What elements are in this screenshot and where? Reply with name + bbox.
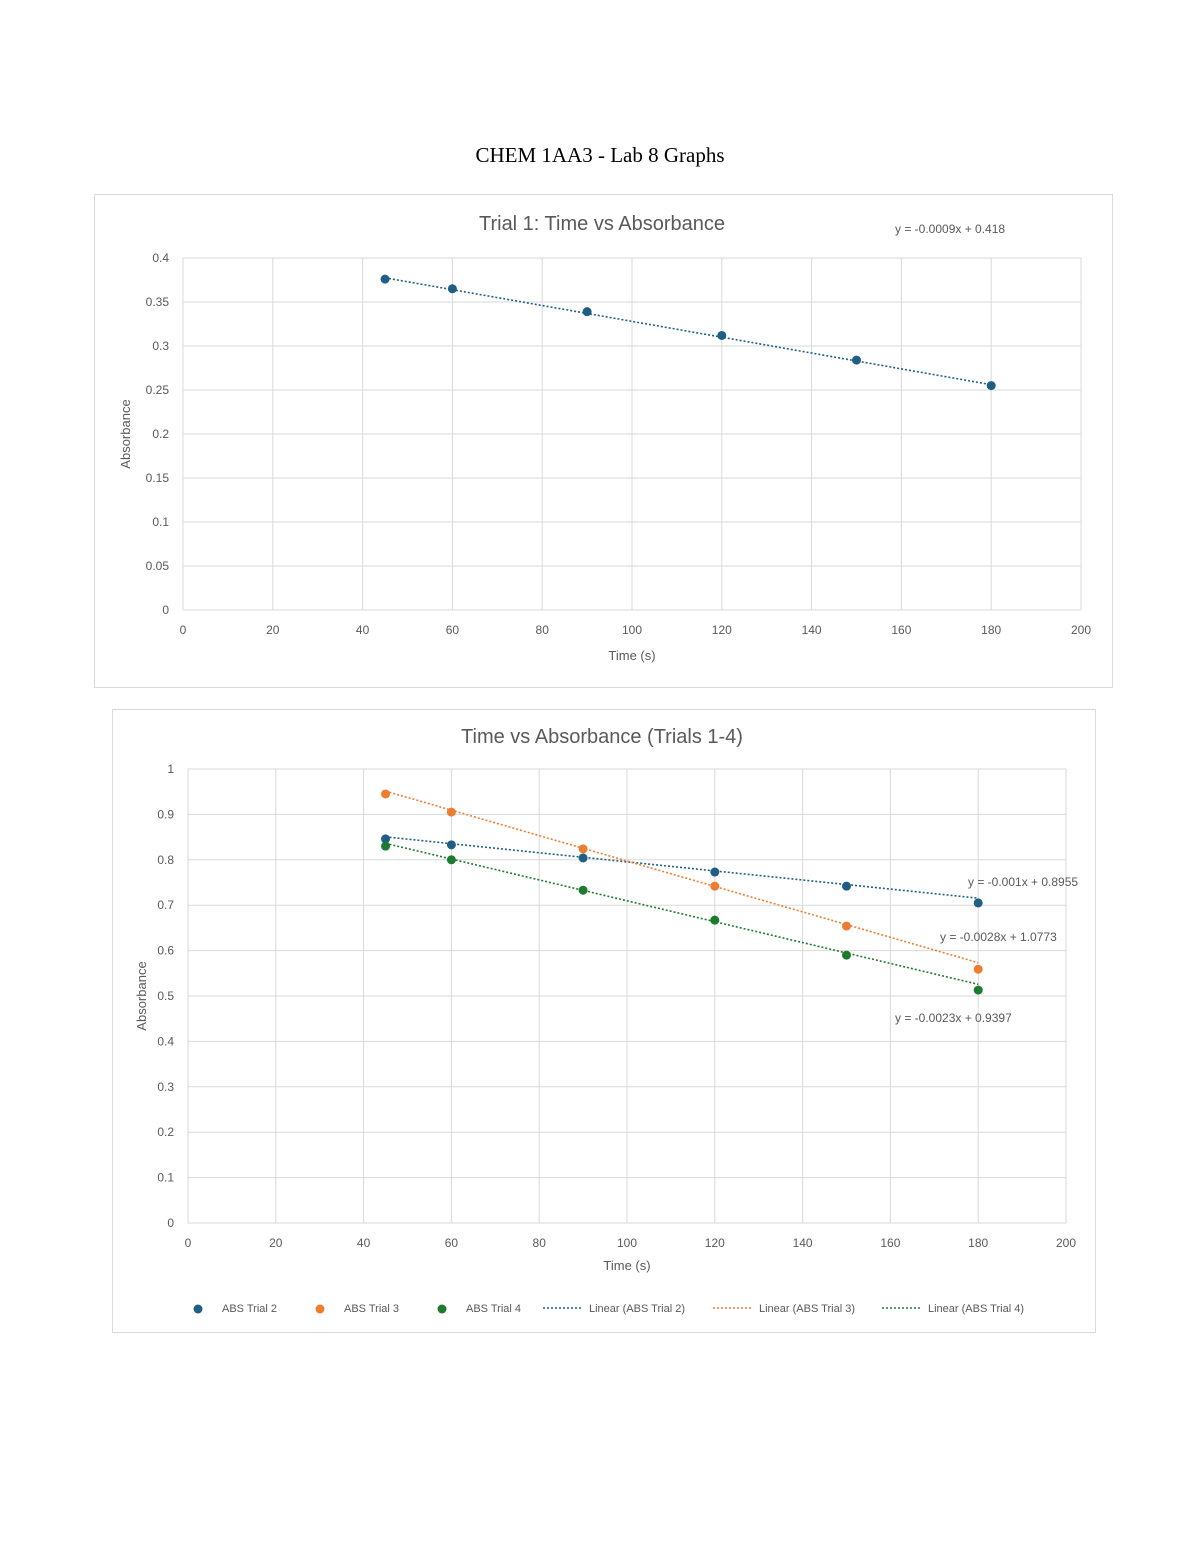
x-tick-label: 120 — [712, 623, 732, 637]
y-tick-label: 1 — [167, 762, 174, 776]
data-point — [973, 985, 983, 995]
x-tick-label: 100 — [622, 623, 642, 637]
data-point — [717, 330, 727, 340]
y-tick-label: 0.1 — [152, 515, 169, 529]
data-point — [710, 867, 720, 877]
y-tick-label: 0.15 — [146, 471, 170, 485]
x-tick-label: 0 — [180, 623, 187, 637]
data-point — [710, 915, 720, 925]
y-tick-label: 0.8 — [157, 853, 174, 867]
data-point — [446, 807, 456, 817]
x-tick-label: 160 — [880, 1236, 900, 1250]
y-tick-label: 0.3 — [157, 1080, 174, 1094]
data-point — [381, 834, 391, 844]
data-point — [842, 921, 851, 931]
data-point — [578, 885, 588, 895]
x-tick-label: 160 — [891, 623, 911, 637]
data-point — [842, 881, 851, 891]
y-tick-label: 0.6 — [157, 944, 174, 958]
document-title: CHEM 1AA3 - Lab 8 Graphs — [475, 143, 725, 167]
x-tick-label: 40 — [356, 623, 370, 637]
x-tick-label: 100 — [617, 1236, 637, 1250]
y-tick-label: 0 — [162, 603, 169, 617]
trendline — [385, 836, 979, 899]
trendline-equation: y = -0.0023x + 0.9397 — [895, 1011, 1012, 1025]
y-axis-label: Absorbance — [118, 399, 133, 468]
x-tick-label: 140 — [802, 623, 822, 637]
data-point — [710, 881, 720, 891]
y-tick-label: 0.5 — [157, 989, 174, 1003]
x-tick-label: 120 — [705, 1236, 725, 1250]
x-axis-label: Time (s) — [603, 1258, 650, 1273]
trendline-equation: y = -0.0009x + 0.418 — [895, 222, 1005, 236]
data-point — [852, 355, 861, 365]
y-tick-label: 0.35 — [146, 295, 170, 309]
legend-marker — [315, 1304, 325, 1314]
y-axis-label: Absorbance — [134, 961, 149, 1030]
y-tick-label: 0.05 — [146, 559, 170, 573]
x-tick-label: 60 — [446, 623, 460, 637]
y-tick-label: 0.2 — [157, 1125, 174, 1139]
y-tick-label: 0.1 — [157, 1171, 174, 1185]
chart-title: Time vs Absorbance (Trials 1-4) — [461, 726, 743, 748]
trendline-equation: y = -0.001x + 0.8955 — [968, 875, 1078, 889]
x-tick-label: 80 — [536, 623, 550, 637]
legend-label: Linear (ABS Trial 4) — [928, 1303, 1024, 1315]
legend-label: ABS Trial 3 — [344, 1303, 399, 1315]
data-point — [973, 898, 983, 908]
x-tick-label: 60 — [445, 1236, 459, 1250]
y-tick-label: 0.9 — [157, 807, 174, 821]
x-axis-label: Time (s) — [608, 648, 655, 663]
y-tick-label: 0.2 — [152, 427, 169, 441]
x-tick-label: 20 — [269, 1236, 283, 1250]
x-tick-label: 140 — [793, 1236, 813, 1250]
x-tick-label: 40 — [357, 1236, 371, 1250]
x-tick-label: 80 — [533, 1236, 547, 1250]
y-tick-label: 0.4 — [152, 251, 169, 265]
y-tick-label: 0 — [167, 1216, 174, 1230]
x-tick-label: 180 — [981, 623, 1001, 637]
trendline-equation: y = -0.0028x + 1.0773 — [940, 930, 1057, 944]
data-point — [446, 840, 456, 850]
y-tick-label: 0.25 — [146, 383, 170, 397]
trendline — [384, 277, 992, 386]
data-point — [447, 284, 457, 294]
data-point — [582, 307, 592, 317]
x-tick-label: 20 — [266, 623, 280, 637]
x-tick-label: 0 — [185, 1236, 192, 1250]
legend-label: ABS Trial 2 — [222, 1303, 277, 1315]
data-point — [578, 844, 588, 854]
data-point — [578, 853, 588, 863]
x-tick-label: 200 — [1071, 623, 1091, 637]
y-tick-label: 0.7 — [157, 898, 174, 912]
legend-label: Linear (ABS Trial 2) — [589, 1303, 685, 1315]
data-point — [381, 841, 391, 851]
trendline — [385, 842, 979, 986]
legend-label: ABS Trial 4 — [466, 1303, 521, 1315]
data-point — [986, 381, 996, 391]
data-point — [381, 789, 391, 799]
trendline — [385, 790, 979, 964]
y-tick-label: 0.4 — [157, 1034, 174, 1048]
x-tick-label: 200 — [1056, 1236, 1076, 1250]
data-point — [973, 964, 983, 974]
chart-1-frame — [94, 194, 1113, 688]
x-tick-label: 180 — [968, 1236, 988, 1250]
data-point — [446, 855, 456, 865]
data-point — [842, 950, 851, 960]
data-point — [380, 274, 390, 284]
legend-marker — [437, 1304, 447, 1314]
chart-title: Trial 1: Time vs Absorbance — [479, 213, 725, 235]
y-tick-label: 0.3 — [152, 339, 169, 353]
legend-marker — [193, 1304, 203, 1314]
legend-label: Linear (ABS Trial 3) — [759, 1303, 855, 1315]
